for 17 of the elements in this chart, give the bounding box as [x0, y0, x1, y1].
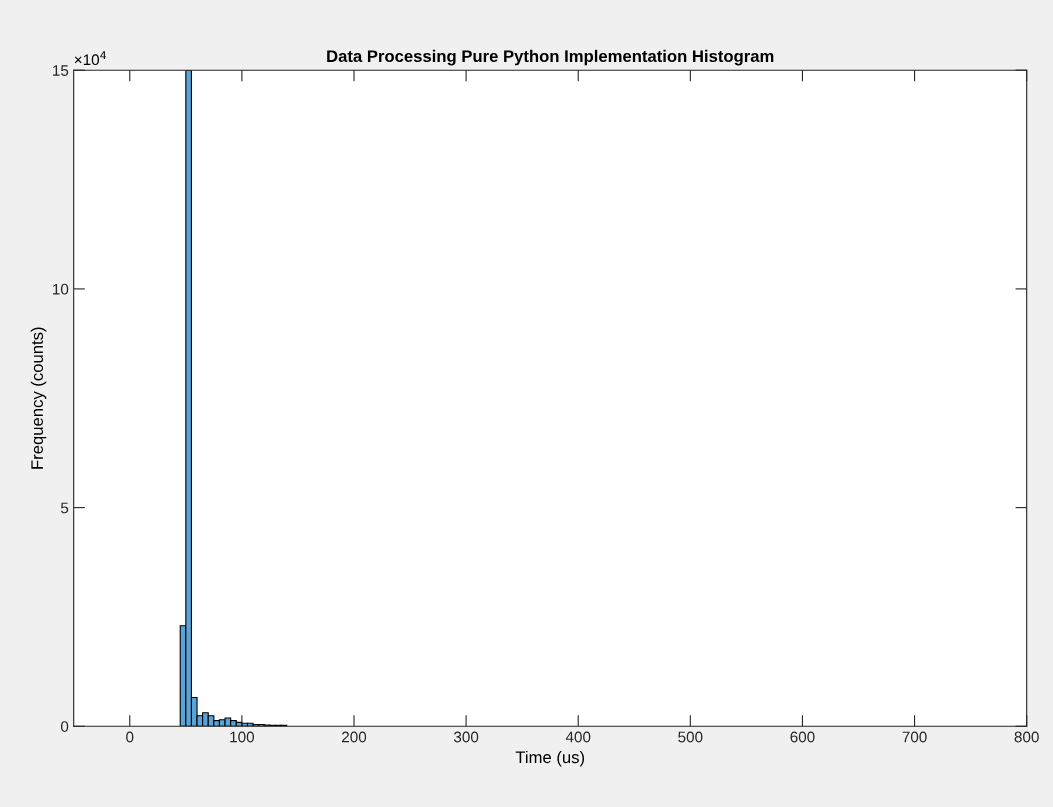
- x-tick-label: 200: [342, 731, 367, 743]
- x-tick-label: 0: [126, 731, 134, 743]
- text: ×10$^{4}$: [74, 51, 106, 66]
- x-tick-label: 300: [453, 731, 479, 743]
- y-tick-label: 5: [60, 502, 69, 514]
- x-tick-label: 100: [230, 731, 255, 743]
- y-axis-title: Frequency (counts): [30, 327, 47, 469]
- x-tick-label: 500: [678, 731, 703, 743]
- y-tick-label: 0: [60, 721, 69, 732]
- x-tick-label: 800: [1014, 731, 1039, 743]
- chart-title: Data Processing Pure Python Implementation Histogram: [327, 49, 774, 66]
- x-axis-title: Time (us): [515, 750, 585, 767]
- x-tick-label: 400: [565, 731, 591, 743]
- x-tick-label: 700: [902, 731, 927, 743]
- y-tick-label: 10: [53, 283, 69, 295]
- y-tick-label: 15: [53, 65, 69, 76]
- x-tick-label: 600: [790, 731, 815, 743]
